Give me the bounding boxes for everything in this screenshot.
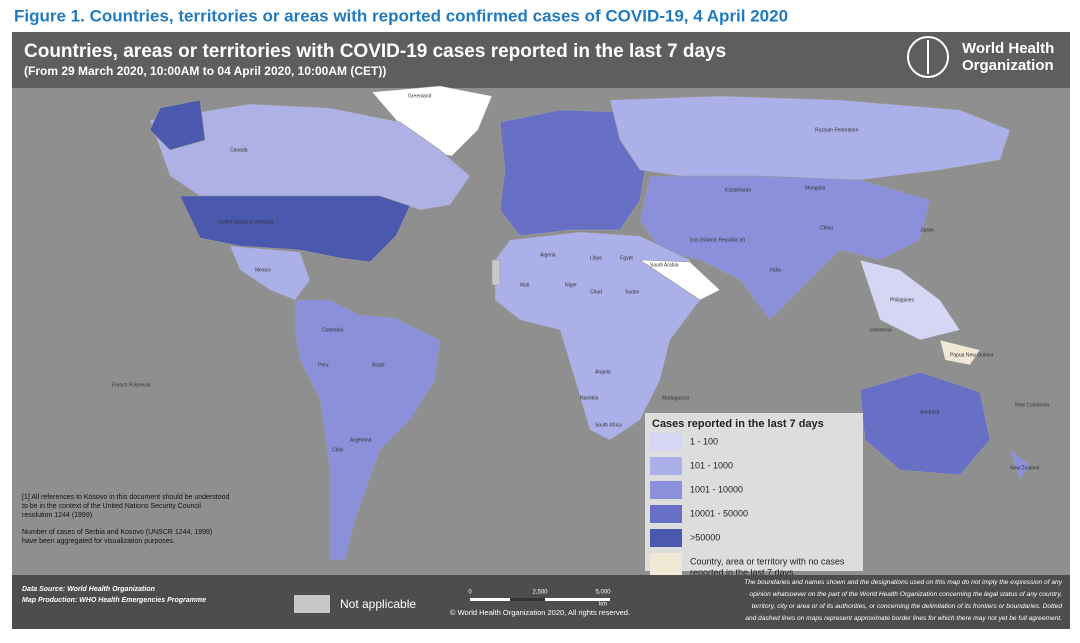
legend-swatch [650,457,682,475]
country-label: Saudi Arabia [650,262,679,268]
country-label: Angola [595,369,611,375]
data-source: Data Source: World Health Organization [22,586,155,593]
country-label: Argentina [350,437,372,443]
country-label: New Zealand [1010,465,1040,471]
country-label: Chad [590,289,602,295]
country-label: India [770,267,781,273]
map-production: Map Production: WHO Health Emergencies P… [22,597,206,604]
country-label: Greenland [408,93,432,99]
country-label: China [820,225,833,231]
header-band [12,32,1070,88]
legend-swatch [650,505,682,523]
new-zealand [1009,449,1031,481]
country-label: Papua New Guinea [950,352,994,358]
figure-caption: Figure 1. Countries, territories or area… [14,6,788,25]
country-label: Niger [565,282,577,288]
country-label: New Caledonia [1015,402,1049,408]
map-title: Countries, areas or territories with COV… [24,41,726,62]
country-label: Indonesia [870,327,892,333]
country-label: Iran (Islamic Republic of) [690,237,746,243]
country-label: Madagascar [662,395,690,401]
disclaimer-line: The boundaries and names shown and the d… [744,579,1063,586]
legend-label: 1 - 100 [690,436,718,446]
legend-label: >50000 [690,532,720,542]
alaska [149,99,206,151]
country-label: United States of America [218,219,273,225]
scale-label: 5,000 [595,590,611,596]
yemen [638,259,721,301]
country-label: Algeria [540,252,556,258]
note-line: to be in the context of the United Natio… [22,503,201,510]
note-line: [1] All references to Kosovo in this doc… [22,494,230,501]
scale-label: 2,500 [532,590,548,596]
country-label: Australia [920,409,940,415]
legend-label: Country, area or territory with no cases [690,556,845,566]
organization-name: World Health [962,40,1054,57]
organization-name: Organization [962,57,1054,74]
legend-swatch [650,433,682,451]
legend-swatch [650,481,682,499]
disclaimer-line: and dashed lines on maps represent appro… [745,615,1062,622]
country-label: South Africa [595,422,622,428]
legend-swatch [650,529,682,547]
country-label: Kazakhstan [725,187,751,193]
papua-new-guinea [939,339,981,366]
legend-label: reported in the last 7 days [690,567,794,577]
south-america [294,299,441,561]
notes: [1] All references to Kosovo in this doc… [22,494,230,545]
legend-title: Cases reported in the last 7 days [652,418,824,430]
country-label: Brazil [372,362,385,368]
country-label: Russian Federation [815,127,859,133]
russia [609,95,1011,181]
legend-swatch [650,553,682,579]
note-line: resolution 1244 (1999). [22,512,94,519]
europe [499,109,651,237]
scale-bar-segment [510,598,545,601]
footer-band [12,575,1070,629]
country-label: French Polynesia [112,382,151,388]
scale-label: 0 [468,590,472,596]
disclaimer: The boundaries and names shown and the d… [744,579,1063,622]
south-east-asia [859,259,961,341]
legend-label: 101 - 1000 [690,460,733,470]
country-label: Libya [590,255,602,261]
land [149,85,1031,561]
disclaimer-line: territory, city or area or of its author… [752,603,1063,610]
not-applicable-swatch [294,595,330,613]
map-subtitle: (From 29 March 2020, 10:00AM to 04 April… [24,64,386,78]
western-sahara [491,259,501,286]
country-label: Mongolia [805,185,826,191]
who-emblem [907,36,949,78]
not-applicable-label: Not applicable [340,597,416,611]
copyright: © World Health Organization 2020, All ri… [450,608,630,617]
country-label: Philippines [890,297,915,303]
scale-label: km [599,602,607,608]
country-labels: Greenland Canada United States of Americ… [112,93,1049,471]
note-line: have been aggregated for visualization p… [22,538,175,545]
disclaimer-line: opinion whatsoever on the part of the Wo… [749,591,1062,598]
country-label: Canada [230,147,248,153]
country-label: Egypt [620,255,633,261]
legend-label: 10001 - 50000 [690,508,748,518]
country-label: Namibia [580,395,599,401]
country-label: Peru [318,362,329,368]
country-label: Chile [332,447,344,453]
note-line: Number of cases of Serbia and Kosovo (UN… [22,529,212,536]
country-label: Japan [920,227,934,233]
australia [859,371,991,476]
country-label: Mali [520,282,529,288]
africa [494,231,701,441]
legend-label: 1001 - 10000 [690,484,743,494]
usa [179,195,411,263]
country-label: Colombia [322,327,343,333]
country-label: Sudan [625,289,640,295]
country-label: Mexico [255,267,271,273]
